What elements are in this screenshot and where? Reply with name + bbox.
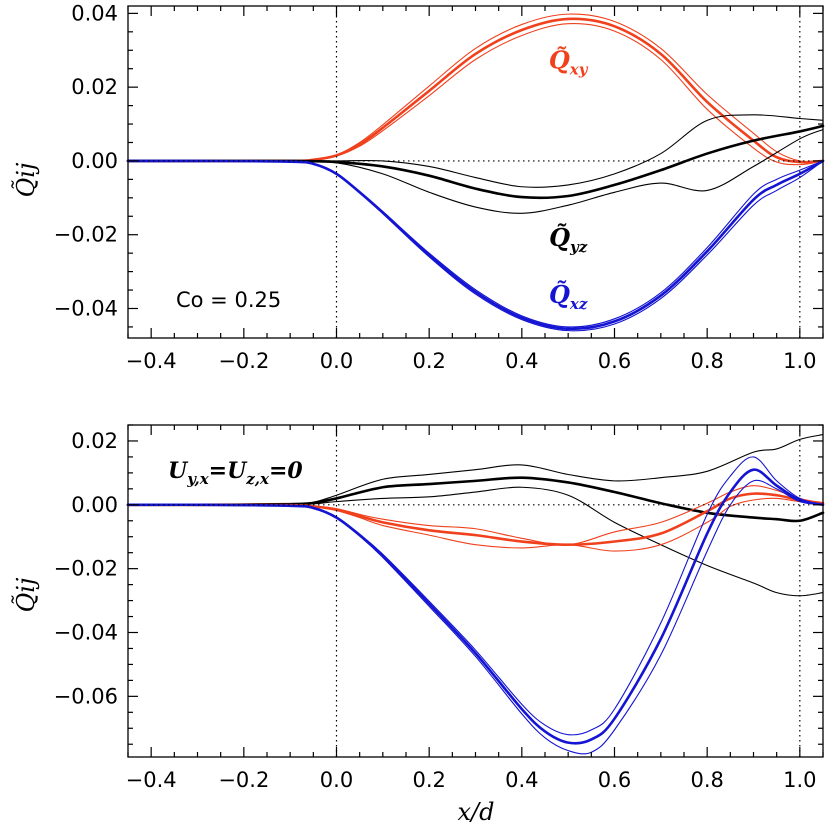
series-label-xz: Q̃xz — [549, 280, 588, 313]
x-tick-label: 1.0 — [783, 349, 816, 373]
y-tick-label: −0.06 — [54, 684, 118, 708]
x-tick-label: 0.6 — [598, 768, 631, 792]
x-tick-label: 0.2 — [412, 768, 445, 792]
x-axis-label: x/d — [458, 798, 495, 826]
series-xy-mean-line — [126, 17, 825, 164]
y-tick-label: 0.02 — [71, 429, 118, 453]
x-tick-label: 0.8 — [690, 349, 723, 373]
x-tick-label: 1.0 — [783, 768, 816, 792]
velocity-annotation: Uy,x=Uz,x=0 — [168, 458, 303, 488]
x-tick-label: −0.4 — [126, 768, 177, 792]
series-yz-mean-line — [126, 476, 825, 523]
series-xz-mean-line — [126, 468, 825, 745]
x-tick-label: −0.2 — [218, 349, 269, 373]
co-annotation: Co = 0.25 — [176, 288, 281, 312]
top-panel: −0.4 −0.2 0.0 0.2 0.4 0.6 0.8 1.0 −0.04 −0.02 0.00… — [12, 1, 825, 373]
series-xz-lower-line — [127, 479, 824, 755]
x-tick-label: −0.2 — [218, 768, 269, 792]
y-tick-label: 0.00 — [71, 493, 118, 517]
x-tick-label: 0.4 — [505, 768, 538, 792]
series-xz-upper-line — [127, 456, 824, 736]
y-tick-label: −0.04 — [54, 621, 118, 645]
series-xy-mean-line — [126, 492, 825, 547]
bottom-panel: −0.4 −0.2 0.0 0.2 0.4 0.6 0.8 1.0 −0.06 −0.04 −0.0… — [12, 424, 825, 826]
x-tick-label: 0.6 — [598, 349, 631, 373]
x-tick-label: 0.0 — [320, 768, 353, 792]
series-label-yz: Q̃yz — [549, 223, 588, 256]
y-tick-label: 0.02 — [71, 75, 118, 99]
series-yz-lower-line — [127, 129, 824, 214]
x-tick-label: 0.8 — [690, 768, 723, 792]
series-xy-upper-line — [127, 13, 824, 163]
series-label-xy: Q̃xy — [549, 46, 589, 79]
y-tick-label: −0.02 — [54, 223, 118, 247]
y-axis-label-bottom: Q̃ij — [12, 577, 40, 612]
series-xz-mean-line — [126, 159, 825, 331]
x-tick-label: 0.4 — [505, 349, 538, 373]
x-tick-label: −0.4 — [126, 349, 177, 373]
y-tick-label: −0.04 — [54, 296, 118, 320]
x-tick-label: 0.2 — [412, 349, 445, 373]
y-tick-label: 0.00 — [71, 149, 118, 173]
x-tick-label: 0.0 — [320, 349, 353, 373]
series-xy-lower-line — [127, 23, 824, 166]
y-tick-label: −0.02 — [54, 557, 118, 581]
y-axis-label-top: Q̃ij — [12, 162, 40, 197]
y-tick-label: 0.04 — [71, 1, 118, 25]
